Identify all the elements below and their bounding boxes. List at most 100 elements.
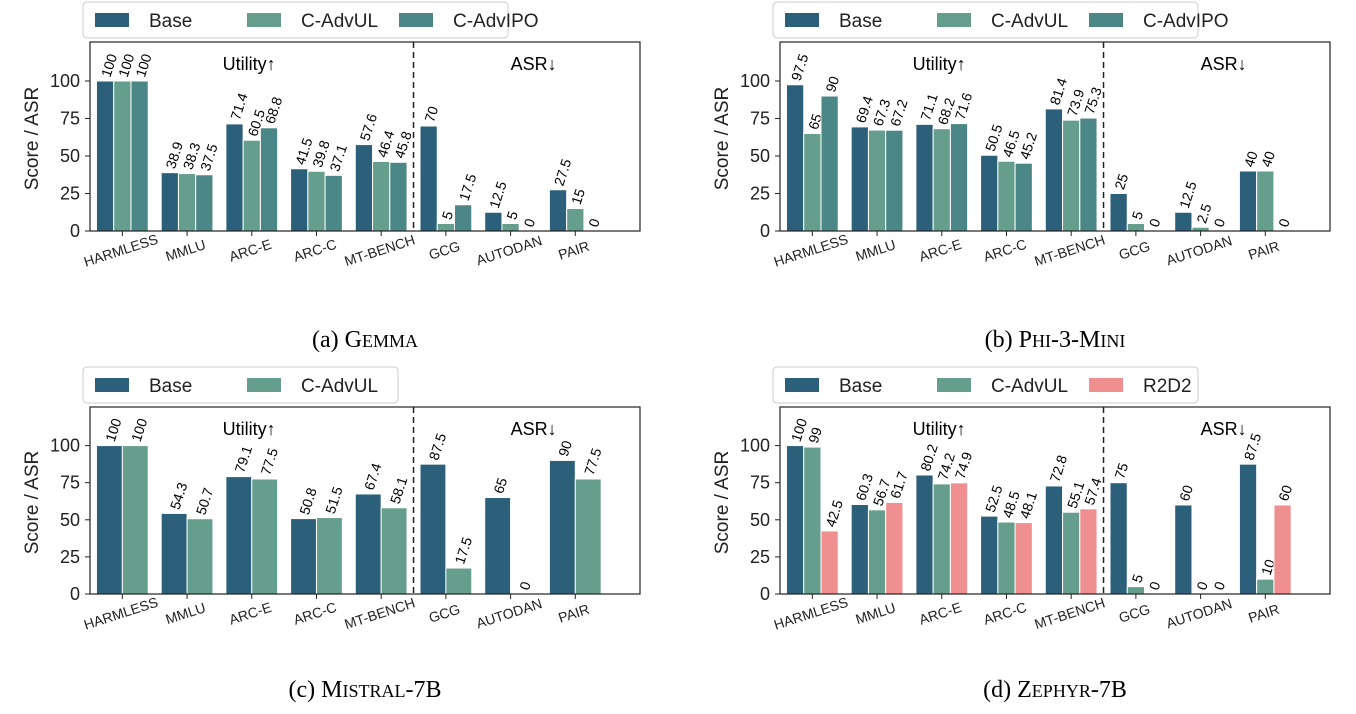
data-label: 10 — [1258, 557, 1278, 577]
bar-C-AdvIPO-MT-BENCH — [389, 161, 408, 232]
legend-label: Base — [839, 11, 882, 32]
bar-Base-ARC-E — [225, 476, 253, 595]
x-tick-label: PAIR — [1246, 601, 1281, 626]
bar-C-AdvUL-ARC-C — [315, 517, 343, 595]
data-label: 75.3 — [1081, 85, 1105, 116]
utility-annotation: Utility↑ — [223, 54, 276, 74]
y-tick-label: 50 — [750, 146, 770, 166]
bar-C-AdvUL-HARMLESS — [121, 445, 149, 595]
bar-Base-GCG — [419, 125, 438, 232]
subplot-caption: (b) PHI-3-MINI — [985, 327, 1126, 353]
data-label: 5 — [439, 209, 457, 222]
y-axis-label: Score / ASR — [712, 451, 733, 555]
x-tick-label: ARC-C — [291, 236, 338, 265]
bar-C-AdvUL-ARC-E — [932, 128, 951, 232]
caption-char: N — [1106, 331, 1119, 351]
bar-Base-HARMLESS — [95, 80, 115, 232]
data-label: 61.7 — [887, 469, 911, 500]
caption-char: - — [1051, 327, 1059, 353]
data-label: 77.5 — [581, 446, 605, 477]
caption-char: R — [369, 681, 381, 701]
legend: Base C-AdvUL R2D2 — [772, 366, 1199, 404]
data-label: 2.5 — [1193, 202, 1214, 226]
legend-box — [772, 1, 1199, 39]
x-tick-label: HARMLESS — [772, 594, 850, 633]
caption-char: I — [1119, 331, 1125, 351]
bar-Base-GCG — [1109, 482, 1128, 595]
x-tick-label: AUTODAN — [1164, 232, 1234, 268]
x-tick-label: MMLU — [853, 236, 897, 264]
bar-Base-AUTODAN — [1174, 211, 1193, 232]
data-label: 60 — [1275, 483, 1295, 503]
data-label: 57.4 — [1081, 476, 1105, 507]
bar-Base-ARC-E — [915, 474, 934, 595]
data-label: 5 — [1129, 209, 1147, 222]
data-label: 67.4 — [361, 461, 385, 492]
data-label: 12.5 — [486, 179, 510, 210]
data-label: 0 — [1210, 579, 1228, 592]
bar-Base-MT-BENCH — [1044, 485, 1064, 595]
bar-Base-ARC-E — [915, 123, 934, 232]
y-tick-label: 25 — [60, 547, 80, 567]
bar-Base-MT-BENCH — [354, 144, 374, 232]
bar-Base-MMLU — [160, 172, 179, 232]
data-label: 57.6 — [357, 111, 381, 142]
bar-R2D2-ARC-C — [1014, 522, 1033, 595]
x-tick-label: AUTODAN — [474, 595, 544, 631]
data-label: 90 — [555, 438, 575, 458]
data-label: 87.5 — [426, 431, 450, 462]
x-tick-label: AUTODAN — [474, 232, 544, 268]
caption-char: S — [348, 681, 358, 701]
bar-C-AdvUL-ARC-E — [251, 478, 279, 595]
data-label: 40 — [1258, 149, 1278, 169]
y-tick-label: 0 — [760, 221, 770, 241]
utility-annotation: Utility↑ — [913, 419, 966, 439]
legend-swatch-Base — [95, 378, 129, 392]
y-tick-label: 25 — [750, 184, 770, 204]
axes-frame — [89, 406, 641, 595]
x-tick-label: ARC-E — [917, 599, 963, 628]
bar-R2D2-MT-BENCH — [1079, 508, 1098, 595]
axes-frame — [779, 406, 1331, 595]
bar-Base-MMLU — [160, 512, 188, 595]
bar-C-AdvUL-ARC-C — [997, 521, 1016, 595]
y-tick-label: 25 — [60, 184, 80, 204]
bar-C-AdvUL-ARC-C — [997, 160, 1016, 232]
caption-char: - — [1071, 327, 1079, 353]
bar-C-AdvUL-HARMLESS — [803, 133, 822, 232]
y-tick-label: 25 — [750, 547, 770, 567]
x-tick-label: HARMLESS — [772, 231, 850, 270]
data-label: 0 — [1146, 579, 1164, 592]
data-label: 51.5 — [322, 484, 346, 515]
caption-char: G — [345, 327, 362, 353]
asr-annotation: ASR↓ — [1201, 419, 1247, 439]
data-label: 71.4 — [227, 91, 251, 122]
bar-C-AdvIPO-MMLU — [885, 129, 904, 232]
x-tick-label: PAIR — [556, 238, 591, 263]
data-label: 100 — [102, 416, 125, 443]
bar-Base-HARMLESS — [785, 84, 805, 232]
y-tick-label: 100 — [50, 71, 80, 91]
data-label: 0 — [1146, 216, 1164, 229]
caption-char: M — [321, 677, 342, 703]
axes-frame — [779, 41, 1331, 232]
bar-C-AdvUL-PAIR — [1256, 170, 1275, 232]
data-label: 50.8 — [296, 485, 320, 516]
subplot-caption: (d) ZEPHYR-7B — [983, 677, 1127, 703]
x-tick-label: ARC-C — [981, 236, 1028, 265]
bar-C-AdvUL-PAIR — [566, 208, 585, 232]
y-tick-label: 100 — [50, 436, 80, 456]
data-label: 74.9 — [952, 450, 976, 481]
legend-label: C-AdvIPO — [1143, 11, 1229, 32]
data-label: 100 — [115, 52, 138, 79]
legend-label: Base — [149, 11, 192, 32]
x-tick-label: PAIR — [1246, 238, 1281, 263]
data-label: 25 — [1111, 171, 1131, 191]
bar-Base-MMLU — [850, 126, 869, 232]
data-label: 72.8 — [1047, 453, 1071, 484]
caption-char: L — [395, 681, 406, 701]
bar-C-AdvIPO-ARC-C — [324, 174, 343, 232]
bar-C-AdvUL-GCG — [436, 223, 456, 232]
bar-Base-MT-BENCH — [1044, 108, 1064, 232]
